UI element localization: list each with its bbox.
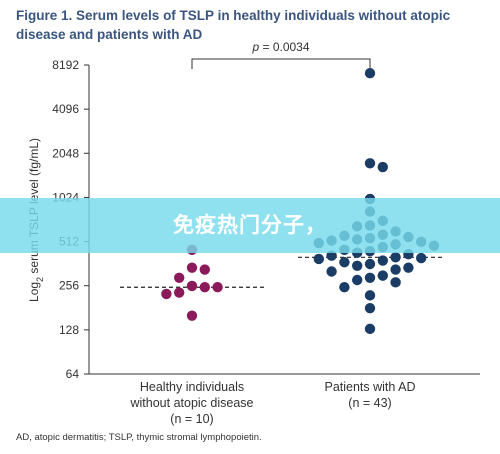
data-point xyxy=(364,158,376,169)
y-tick-label: 128 xyxy=(59,323,79,337)
data-point xyxy=(377,270,388,281)
data-point xyxy=(377,161,388,173)
x-category-label: (n = 10) xyxy=(170,412,213,426)
data-point xyxy=(186,310,198,321)
data-point xyxy=(313,253,324,265)
data-point xyxy=(364,323,376,335)
data-point xyxy=(212,282,223,293)
data-point xyxy=(161,288,172,300)
x-category-label: Patients with AD xyxy=(324,380,415,394)
overlay-banner: 免疫热门分子， xyxy=(0,198,500,253)
y-tick-label: 256 xyxy=(59,279,79,293)
data-point xyxy=(174,287,185,298)
data-point xyxy=(364,290,376,301)
data-point xyxy=(186,280,198,292)
data-point xyxy=(352,274,363,286)
x-category-label: (n = 43) xyxy=(348,396,391,410)
y-tick-label: 8192 xyxy=(52,58,79,72)
data-point xyxy=(186,262,198,273)
data-point xyxy=(390,252,401,263)
y-tick-label: 4096 xyxy=(52,102,79,116)
data-point xyxy=(199,282,210,293)
p-value-label: p = 0.0034 xyxy=(251,40,309,54)
data-point xyxy=(364,258,376,270)
data-point xyxy=(377,255,388,266)
data-point xyxy=(364,272,376,283)
data-point xyxy=(403,262,414,273)
data-point xyxy=(390,277,401,288)
data-point xyxy=(326,266,337,277)
figure-footnote: AD, atopic dermatitis; TSLP, thymic stro… xyxy=(16,432,262,443)
data-point xyxy=(199,264,210,275)
x-category-label: without atopic disease xyxy=(130,396,254,410)
data-point xyxy=(416,252,427,264)
figure-title: Figure 1. Serum levels of TSLP in health… xyxy=(16,8,451,42)
data-point xyxy=(364,68,376,79)
data-point xyxy=(352,260,363,271)
data-point xyxy=(326,250,337,261)
x-category-label: Healthy individuals xyxy=(140,380,244,394)
data-point xyxy=(339,282,350,293)
data-point xyxy=(390,264,401,275)
significance-bracket xyxy=(191,58,371,69)
data-point xyxy=(364,302,376,314)
data-point xyxy=(174,272,185,283)
overlay-banner-text: 免疫热门分子， xyxy=(173,213,327,237)
y-tick-label: 2048 xyxy=(52,146,79,160)
data-point xyxy=(339,257,350,268)
y-tick-label: 64 xyxy=(66,367,80,381)
